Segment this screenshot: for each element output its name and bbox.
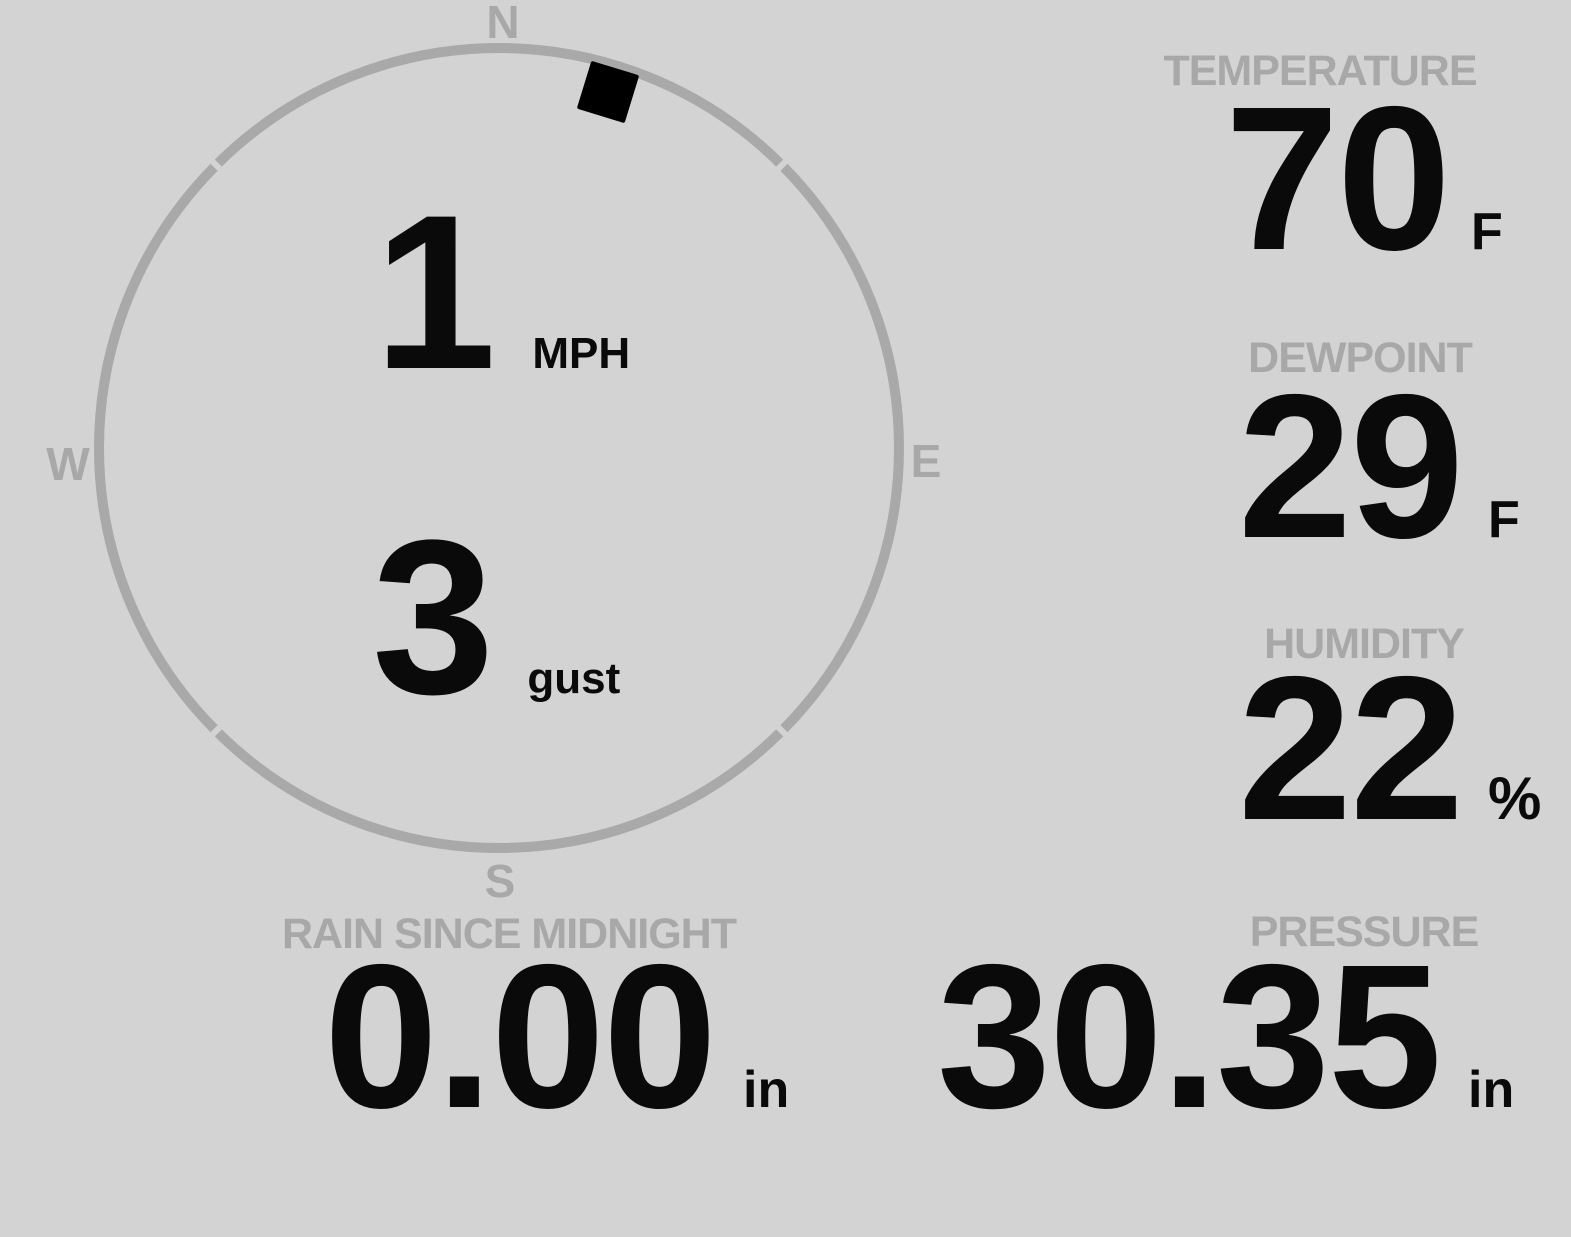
dewpoint-unit: F (1488, 491, 1520, 549)
dewpoint-label: DEWPOINT (1248, 334, 1473, 382)
cardinal-east: E (910, 435, 942, 487)
humidity-unit: % (1488, 765, 1542, 832)
rain-label: RAIN SINCE MIDNIGHT (282, 910, 737, 958)
temperature-label: TEMPERATURE (1163, 47, 1477, 95)
humidity-value: 22 (1238, 634, 1464, 863)
pressure-value: 30.35 (937, 922, 1442, 1151)
temperature-reading: 70 F (1225, 76, 1503, 281)
wind-gust: 3 gust (372, 507, 620, 727)
humidity-reading: 22 % (1238, 646, 1541, 851)
cardinal-south: S (484, 855, 516, 907)
wind-speed-value: 1 (374, 169, 497, 415)
dewpoint-value: 29 (1238, 352, 1464, 581)
wind-gust-value: 3 (372, 494, 495, 740)
cardinal-west: W (46, 438, 90, 490)
pressure-label: PRESSURE (1249, 908, 1480, 956)
wind-gust-unit: gust (527, 654, 621, 703)
temperature-value: 70 (1225, 64, 1451, 293)
pressure-reading: 30.35 in (937, 934, 1514, 1139)
temperature-unit: F (1471, 203, 1503, 261)
cardinal-north: N (486, 0, 520, 48)
wind-speed-unit: MPH (532, 329, 631, 378)
humidity-label: HUMIDITY (1264, 620, 1465, 668)
wind-speed: 1 MPH (374, 182, 630, 402)
rain-value: 0.00 (324, 922, 717, 1151)
rain-unit: in (743, 1061, 790, 1119)
pressure-unit: in (1468, 1061, 1515, 1119)
dewpoint-reading: 29 F (1238, 364, 1520, 569)
rain-reading: 0.00 in (324, 934, 789, 1139)
compass-ring (94, 43, 904, 853)
